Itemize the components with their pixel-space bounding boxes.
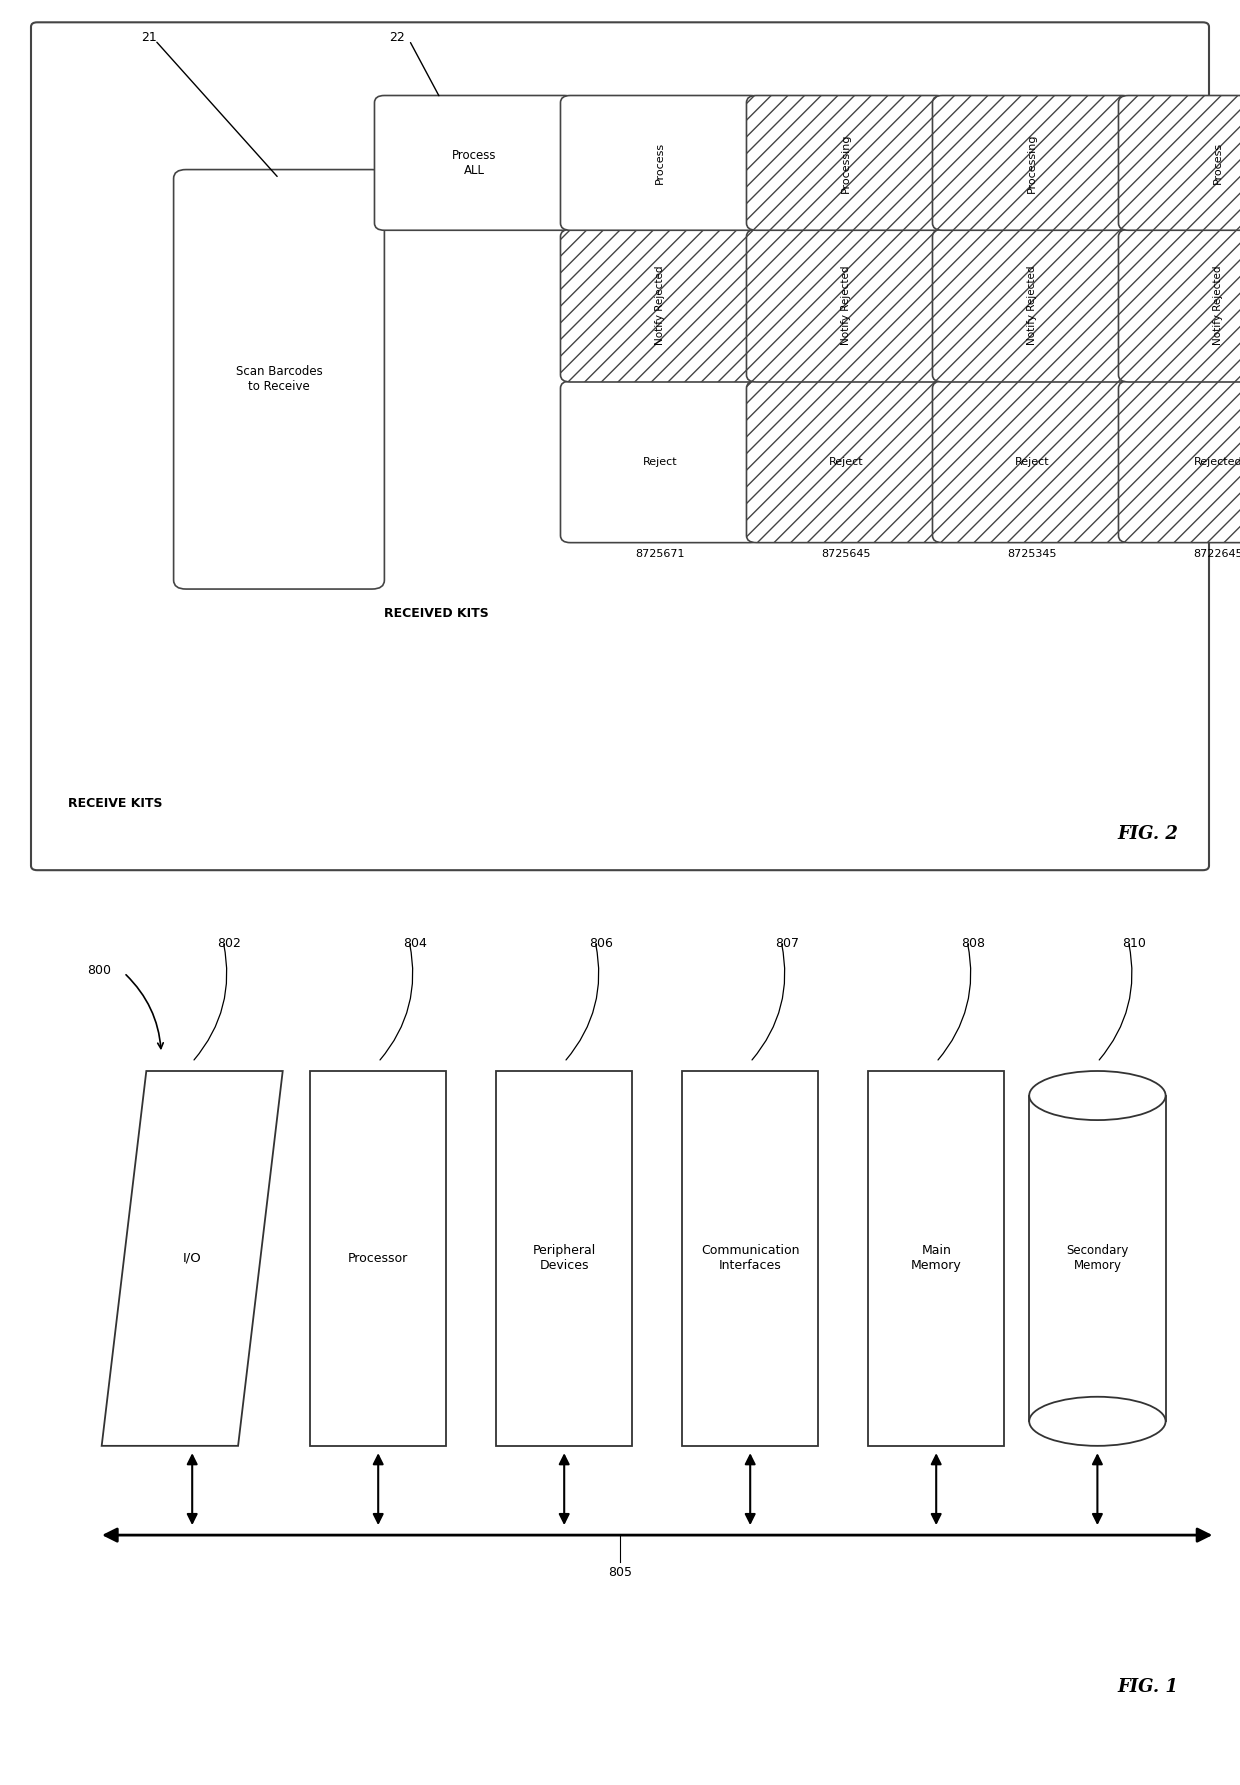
- FancyBboxPatch shape: [31, 21, 1209, 869]
- Text: Reject: Reject: [644, 457, 677, 468]
- Text: RECEIVE KITS: RECEIVE KITS: [68, 796, 162, 810]
- Text: Scan Barcodes
to Receive: Scan Barcodes to Receive: [236, 366, 322, 393]
- FancyBboxPatch shape: [560, 382, 760, 543]
- FancyBboxPatch shape: [682, 1071, 818, 1446]
- FancyBboxPatch shape: [560, 230, 760, 382]
- Text: Reject: Reject: [830, 457, 863, 468]
- Text: 800: 800: [87, 964, 110, 976]
- FancyBboxPatch shape: [932, 95, 1132, 230]
- Text: 810: 810: [1122, 937, 1146, 950]
- Text: FIG. 1: FIG. 1: [1117, 1678, 1178, 1696]
- Text: Process: Process: [1213, 141, 1224, 184]
- Text: Communication
Interfaces: Communication Interfaces: [701, 1244, 800, 1273]
- FancyBboxPatch shape: [746, 230, 946, 382]
- Text: Peripheral
Devices: Peripheral Devices: [532, 1244, 596, 1273]
- Polygon shape: [102, 1071, 283, 1446]
- Text: Process: Process: [655, 141, 666, 184]
- FancyBboxPatch shape: [932, 230, 1132, 382]
- Text: 805: 805: [608, 1567, 632, 1580]
- Text: FIG. 2: FIG. 2: [1117, 825, 1178, 844]
- Text: Processing: Processing: [1027, 134, 1038, 193]
- Text: RECEIVED KITS: RECEIVED KITS: [384, 607, 489, 619]
- Text: Reject: Reject: [1016, 457, 1049, 468]
- Text: Main
Memory: Main Memory: [911, 1244, 961, 1273]
- Text: Notify Rejected: Notify Rejected: [1027, 266, 1038, 346]
- FancyBboxPatch shape: [174, 170, 384, 589]
- Text: 807: 807: [775, 937, 799, 950]
- Text: Notify Rejected: Notify Rejected: [1213, 266, 1224, 346]
- Text: I/O: I/O: [182, 1251, 202, 1266]
- Ellipse shape: [1029, 1396, 1166, 1446]
- FancyBboxPatch shape: [746, 382, 946, 543]
- Text: 8725345: 8725345: [1008, 550, 1056, 559]
- FancyBboxPatch shape: [1118, 382, 1240, 543]
- Text: 8725645: 8725645: [822, 550, 870, 559]
- Text: 22: 22: [389, 30, 404, 45]
- Text: Notify Rejected: Notify Rejected: [841, 266, 852, 346]
- FancyBboxPatch shape: [496, 1071, 632, 1446]
- Text: 8722645: 8722645: [1193, 550, 1240, 559]
- Ellipse shape: [1029, 1071, 1166, 1121]
- Text: 808: 808: [961, 937, 985, 950]
- Text: 802: 802: [217, 937, 241, 950]
- Text: Process
ALL: Process ALL: [453, 148, 496, 177]
- FancyBboxPatch shape: [746, 95, 946, 230]
- Text: 806: 806: [589, 937, 613, 950]
- Text: Processing: Processing: [841, 134, 852, 193]
- FancyBboxPatch shape: [1118, 95, 1240, 230]
- FancyBboxPatch shape: [560, 95, 760, 230]
- FancyBboxPatch shape: [374, 95, 574, 230]
- FancyBboxPatch shape: [868, 1071, 1004, 1446]
- FancyBboxPatch shape: [1118, 230, 1240, 382]
- Text: 804: 804: [403, 937, 427, 950]
- Text: Rejected: Rejected: [1194, 457, 1240, 468]
- Text: Secondary
Memory: Secondary Memory: [1066, 1244, 1128, 1273]
- Text: Notify Rejected: Notify Rejected: [655, 266, 666, 346]
- Text: Processor: Processor: [348, 1251, 408, 1266]
- Text: 21: 21: [141, 30, 156, 45]
- FancyBboxPatch shape: [932, 382, 1132, 543]
- FancyBboxPatch shape: [310, 1071, 446, 1446]
- Text: 8725671: 8725671: [636, 550, 684, 559]
